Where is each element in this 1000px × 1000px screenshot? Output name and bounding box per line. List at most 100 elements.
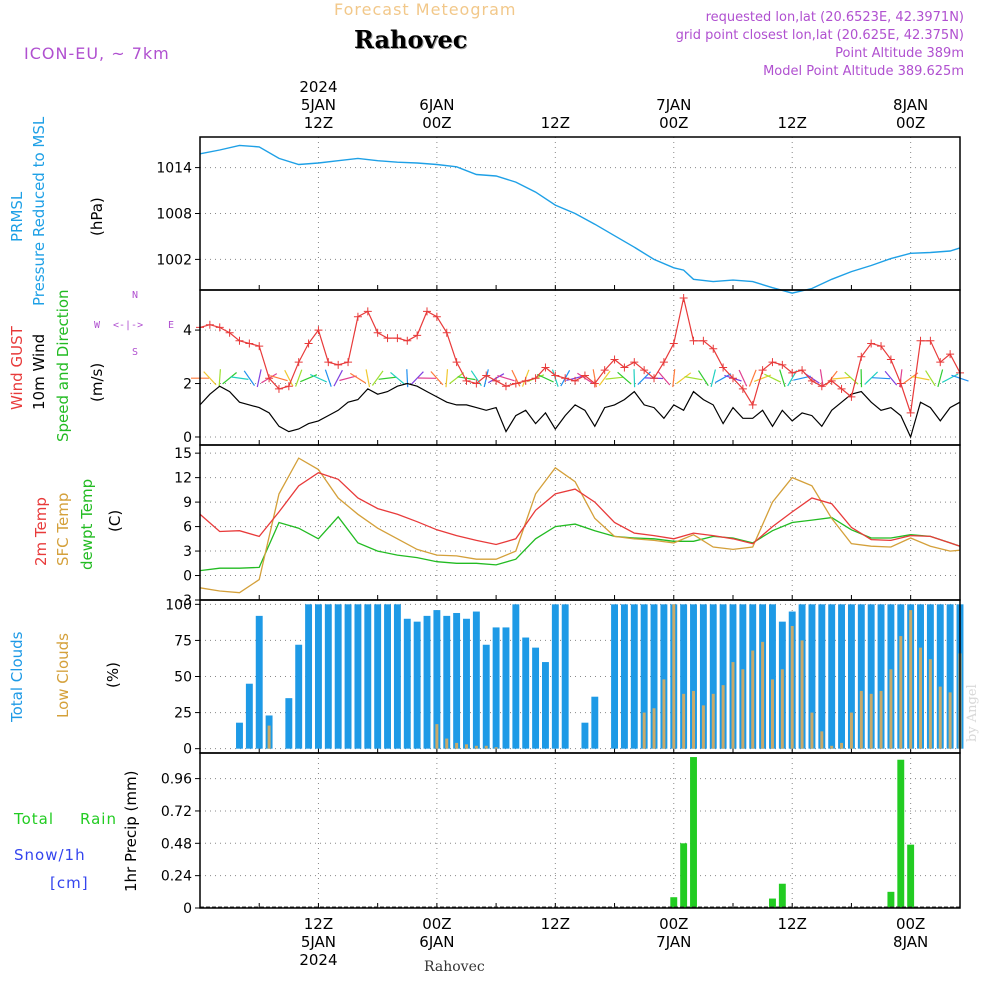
dewpt-line	[199, 515, 961, 572]
gust-marker	[600, 366, 609, 375]
gust-marker	[561, 374, 570, 383]
rain-bar	[680, 843, 688, 908]
bottom-time-label: 00Z	[896, 915, 925, 933]
bottom-time-label: 00Z	[422, 915, 451, 933]
point-altitude: Point Altitude 389m	[835, 46, 964, 61]
total-cloud-bar	[561, 604, 569, 749]
compass-w: W	[94, 320, 101, 331]
gust-marker	[788, 368, 797, 377]
wind-direction-arrow	[684, 376, 703, 381]
top-time-label: 12Z	[778, 114, 807, 132]
total-cloud-bar	[384, 604, 391, 749]
gust-marker	[205, 320, 214, 329]
y-tick-label: 12	[174, 471, 192, 487]
low-cloud-bar	[701, 705, 705, 749]
wind-direction-arrow	[349, 372, 366, 384]
gust-marker	[551, 371, 560, 380]
gust-marker	[521, 376, 530, 385]
total-cloud-bar	[591, 696, 599, 749]
wind-direction-arrow	[764, 373, 781, 383]
gust-marker	[610, 355, 619, 364]
wind-direction-arrow	[779, 369, 786, 387]
gust-marker	[728, 374, 737, 383]
wind-direction-arrow	[537, 373, 554, 383]
bottom-time-label: 5JAN	[301, 933, 336, 951]
gust-line	[199, 297, 961, 414]
low-cloud-bar	[800, 640, 804, 749]
gust-marker	[334, 360, 343, 369]
wind-direction-arrow	[941, 373, 959, 383]
gust-marker	[768, 358, 777, 367]
wind-direction-arrow	[410, 371, 424, 386]
wind-direction-arrow	[738, 369, 748, 387]
y-tick-label: 0.24	[161, 869, 192, 885]
total-cloud-bar	[502, 627, 510, 749]
wind-direction-arrow	[617, 371, 632, 385]
gust-marker	[699, 336, 708, 345]
total-cloud-bar	[699, 604, 707, 749]
y-tick-label: 1008	[156, 207, 192, 223]
total-cloud-bar	[640, 604, 648, 749]
y-tick-label: 50	[174, 670, 192, 686]
bottom-time-label: 8JAN	[893, 933, 928, 951]
y-tick-label: 0	[183, 430, 192, 446]
gust-marker	[482, 371, 491, 380]
total-cloud-bar	[522, 637, 530, 749]
temp-line	[199, 471, 961, 547]
total-cloud-bar	[314, 604, 322, 749]
gust-marker	[452, 358, 461, 367]
total-cloud-bar	[285, 698, 293, 749]
gust-marker	[837, 384, 846, 393]
total-cloud-bar	[532, 647, 540, 749]
gust-marker	[906, 408, 915, 417]
wind-direction-arrow	[714, 373, 732, 384]
footer-location: Rahovec	[424, 959, 485, 975]
wind-direction-arrow	[218, 369, 221, 388]
gust-marker	[926, 336, 935, 345]
total-cloud-bar	[719, 604, 727, 749]
model-point-altitude: Model Point Altitude 389.625m	[763, 64, 964, 79]
top-time-label: 8JAN	[893, 96, 928, 114]
low-cloud-bar	[889, 669, 893, 749]
gust-marker	[492, 376, 501, 385]
y-tick-label: 0.72	[161, 804, 192, 820]
top-time-label: 00Z	[659, 114, 688, 132]
total-cloud-bar	[403, 618, 411, 749]
low-cloud-bar	[455, 742, 459, 749]
top-time-label: 12Z	[304, 114, 333, 132]
rain-bar	[897, 759, 905, 908]
gust-marker	[738, 384, 747, 393]
y-tick-label: 0	[183, 742, 192, 758]
rain-bar	[907, 844, 915, 908]
total-cloud-bar	[374, 604, 382, 749]
gust-marker	[265, 374, 274, 383]
wind-direction-arrow	[899, 369, 903, 388]
total-cloud-bar	[512, 604, 520, 749]
total-cloud-bar	[472, 611, 480, 749]
gust-marker	[758, 366, 767, 375]
y-tick-label: 9	[183, 495, 192, 511]
rain-bar	[670, 897, 678, 908]
wind-direction-arrow	[676, 372, 692, 385]
low-cloud-bar	[840, 742, 844, 749]
y-tick-label: 1002	[156, 252, 192, 268]
wind-speed-line	[199, 382, 961, 439]
low-cloud-bar	[465, 744, 468, 749]
gust-marker	[403, 336, 412, 345]
low-cloud-bar	[682, 693, 686, 749]
total-cloud-bar	[818, 604, 826, 749]
wind-direction-arrow	[324, 369, 332, 387]
gust-marker	[580, 371, 589, 380]
wind-direction-arrow	[256, 369, 262, 388]
gust-marker	[659, 358, 668, 367]
top-time-label: 00Z	[422, 114, 451, 132]
wind-direction-arrow	[430, 371, 444, 386]
compass-n: N	[132, 290, 139, 301]
low-cloud-bar	[435, 724, 439, 749]
y-tick-label: 3	[183, 544, 192, 560]
gust-marker	[245, 339, 254, 348]
top-time-label: 6JAN	[419, 96, 454, 114]
compass-mid: <-|->	[113, 320, 144, 331]
total-cloud-bar	[364, 604, 372, 749]
total-cloud-bar	[305, 604, 313, 749]
